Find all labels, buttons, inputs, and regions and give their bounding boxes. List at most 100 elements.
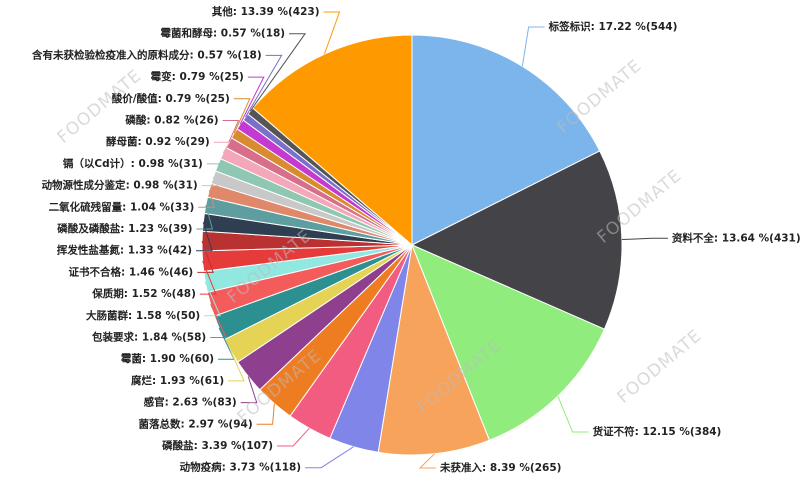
value-label: : 3.73 %(118): [222, 462, 301, 474]
category-name: 证书不合格: [69, 265, 122, 278]
value-label: : 13.64 %(431): [714, 232, 800, 244]
data-label: 霉菌和酵母: 0.57 %(18): [160, 27, 285, 40]
value-label: : 0.82 %(26): [146, 115, 218, 127]
pie-slice: [252, 34, 413, 247]
category-name: 未获准入: [439, 461, 482, 474]
leader-line: [418, 453, 436, 469]
leader-line: [206, 163, 223, 166]
leader-line: [228, 350, 245, 382]
data-label: 酸价/酸值: 0.79 %(25): [112, 92, 230, 105]
value-label: : 1.90 %(60): [142, 353, 214, 365]
data-label: 保质期: 1.52 %(48): [91, 287, 196, 300]
category-name: 标签标识: [548, 20, 591, 33]
leader-line: [621, 237, 668, 241]
data-label: 挥发性盐基氮: 1.33 %(42): [57, 244, 192, 257]
watermark: FOODMATE: [614, 326, 706, 408]
data-label: 酵母菌: 0.92 %(29): [106, 135, 210, 148]
leader-line: [196, 222, 213, 252]
category-name: 腐烂: [131, 374, 152, 387]
value-label: : 1.52 %(48): [124, 288, 196, 300]
category-name: 霉菌和酵母: [160, 27, 213, 40]
data-label: 动物源性成分鉴定: 0.98 %(31): [42, 179, 198, 192]
category-name: 动物源性成分鉴定: [42, 179, 126, 192]
leader-line: [197, 240, 214, 273]
category-name: 二氧化硫残留量: [49, 200, 123, 213]
category-name: 菌落总数: [138, 417, 180, 430]
category-name: 霉变: [151, 70, 172, 83]
data-label: 感官: 2.63 %(83): [144, 396, 237, 409]
leader-line: [204, 281, 221, 317]
leader-line: [249, 33, 307, 112]
data-label: 标签标识: 17.22 %(544): [548, 20, 678, 33]
data-label: 霉菌: 1.90 %(60): [121, 352, 214, 365]
data-label: 腐烂: 1.93 %(61): [131, 374, 224, 387]
category-name: 酵母菌: [106, 135, 138, 148]
category-name: 霉菌: [121, 352, 142, 365]
value-label: : 0.57 %(18): [189, 49, 261, 61]
data-label: 动物疫病: 3.73 %(118): [180, 461, 301, 474]
category-name: 包装要求: [92, 331, 134, 344]
leader-line: [557, 395, 589, 433]
data-label: 包装要求: 1.84 %(58): [92, 331, 206, 344]
category-name: 资料不全: [672, 231, 714, 244]
value-label: : 8.39 %(265): [482, 462, 561, 474]
category-name: 货证不符: [592, 425, 635, 438]
data-label: 未获准入: 8.39 %(265): [439, 461, 561, 474]
value-label: : 1.93 %(61): [152, 375, 224, 387]
data-label: 磷酸及磷酸盐: 1.23 %(39): [57, 222, 192, 235]
category-name: 其他: [212, 5, 233, 18]
data-label: 霉变: 0.79 %(25): [151, 70, 244, 83]
leader-line: [277, 427, 310, 447]
category-name: 磷酸及磷酸盐: [57, 222, 120, 235]
leader-line: [239, 76, 265, 125]
value-label: : 0.98 %(31): [131, 158, 203, 170]
value-label: : 1.23 %(39): [120, 223, 192, 235]
category-name: 动物疫病: [180, 461, 222, 474]
leader-line: [196, 205, 214, 230]
value-label: : 1.84 %(58): [134, 332, 206, 344]
category-name: 酸价/酸值: [112, 92, 158, 105]
value-label: : 0.98 %(31): [126, 180, 198, 192]
leader-line: [256, 403, 275, 425]
category-name: 镉（以Cd计）: [63, 157, 131, 170]
value-label: : 0.92 %(29): [138, 136, 210, 148]
data-label: 磷酸盐: 3.39 %(107): [162, 439, 273, 452]
category-name: 感官: [144, 396, 165, 409]
data-label: 货证不符: 12.15 %(384): [592, 425, 722, 438]
category-name: 保质期: [91, 287, 124, 300]
leader-line: [240, 376, 258, 404]
category-name: 含有未获检验检疫准入的原料成分: [32, 48, 190, 61]
value-label: : 2.63 %(83): [165, 397, 237, 409]
value-label: : 1.58 %(50): [128, 310, 200, 322]
leader-line: [323, 11, 341, 55]
data-label: 镉（以Cd计）: 0.98 %(31): [63, 157, 203, 170]
value-label: : 1.33 %(42): [120, 245, 192, 257]
value-label: : 0.79 %(25): [158, 93, 230, 105]
data-label: 其他: 13.39 %(423): [212, 5, 320, 18]
category-name: 磷酸盐: [162, 439, 194, 452]
value-label: : 12.15 %(384): [635, 426, 722, 438]
leader-line: [521, 26, 545, 67]
pie-slice: [411, 34, 601, 246]
leader-line: [213, 141, 231, 154]
value-label: : 17.22 %(544): [591, 21, 678, 33]
leader-line: [245, 54, 283, 118]
value-label: : 2.97 %(94): [180, 418, 252, 430]
category-name: 挥发性盐基氮: [57, 244, 120, 257]
leader-line: [198, 190, 215, 208]
watermark: FOODMATE: [554, 56, 646, 138]
data-label: 资料不全: 13.64 %(431): [672, 231, 800, 244]
leader-line: [201, 176, 219, 187]
data-label: 菌落总数: 2.97 %(94): [138, 417, 252, 430]
pie-slice: [377, 243, 491, 456]
data-label: 磷酸: 0.82 %(26): [125, 114, 218, 127]
leader-line: [210, 304, 227, 338]
leader-line: [233, 98, 251, 134]
data-label: 二氧化硫残留量: 1.04 %(33): [49, 200, 195, 213]
data-label: 证书不合格: 1.46 %(46): [69, 265, 194, 278]
value-label: : 3.39 %(107): [194, 440, 273, 452]
leader-line: [305, 446, 354, 469]
value-label: : 0.79 %(25): [172, 71, 244, 83]
